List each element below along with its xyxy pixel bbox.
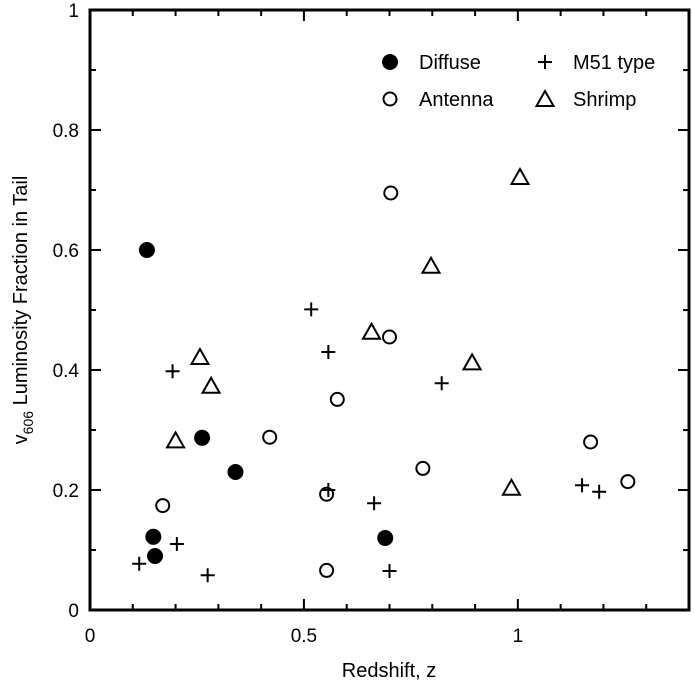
tick-labels: 0 0.5 1 0 0.2 0.4 0.6 0.8 1 [53, 1, 524, 647]
legend: Diffuse M51 type Antenna Shrimp [382, 52, 655, 111]
plus-point [592, 484, 607, 499]
legend-marker [382, 91, 398, 107]
open-triangle-point [189, 346, 211, 365]
plus-point [304, 302, 319, 317]
plus-point [169, 537, 184, 551]
open-triangle-point [501, 477, 522, 496]
filled-circle-point [377, 530, 394, 546]
y-tick-label: 0.6 [53, 241, 79, 262]
x-axis-label: Redshift, z [342, 660, 436, 682]
y-axis-label-sub: 606 [20, 411, 36, 435]
open-circle-point [620, 474, 636, 490]
open-circle-point [155, 498, 171, 514]
plus-point [434, 376, 449, 391]
open-circle-point [383, 185, 399, 201]
open-circle-point [262, 429, 278, 445]
open-triangle-point [461, 352, 483, 371]
legend-item: Shrimp [534, 88, 636, 111]
filled-circle-point [227, 464, 244, 480]
plus-point [321, 483, 336, 497]
x-tick-label: 0 [85, 626, 96, 647]
y-tick-label: 0.8 [53, 121, 79, 142]
legend-item: Antenna [382, 89, 494, 111]
open-circle-point [329, 391, 345, 407]
series-m51-type [132, 302, 607, 583]
open-triangle-point [509, 166, 531, 185]
y-tick-label: 1 [68, 1, 79, 22]
series-shrimp [165, 166, 531, 496]
legend-label: Diffuse [419, 52, 481, 74]
open-circle-point [382, 329, 397, 345]
filled-circle-point [145, 528, 162, 545]
plus-point [321, 345, 336, 359]
open-triangle-point [361, 321, 382, 340]
open-circle-point [319, 562, 335, 578]
legend-marker [382, 54, 398, 70]
legend-label: Shrimp [573, 89, 636, 111]
open-triangle-point [200, 375, 222, 394]
y-axis-label-rest: Luminosity Fraction in Tail [10, 176, 32, 411]
plus-point [575, 478, 590, 493]
plus-point [132, 556, 147, 571]
legend-marker [538, 55, 552, 69]
plus-point [165, 364, 180, 379]
open-circle-point [319, 486, 335, 502]
legend-label: Antenna [419, 89, 494, 111]
y-tick-label: 0.2 [53, 481, 79, 502]
legend-item: M51 type [538, 52, 655, 74]
x-tick-label: 0.5 [291, 626, 317, 647]
plot-frame [88, 8, 691, 612]
open-circle-point [583, 434, 599, 450]
filled-circle-point [147, 548, 164, 564]
open-circle-point [415, 460, 431, 476]
plus-point [367, 496, 382, 511]
x-tick-label: 1 [513, 626, 524, 647]
legend-item: Diffuse [382, 52, 481, 74]
filled-circle-point [138, 242, 155, 258]
series-antenna [155, 185, 636, 578]
y-axis-label-main: v [10, 434, 32, 444]
open-triangle-point [420, 255, 442, 274]
open-triangle-point [165, 430, 186, 449]
y-tick-label: 0 [68, 601, 79, 622]
filled-circle-point [194, 429, 211, 446]
y-tick-label: 0.4 [53, 361, 80, 382]
data-points [132, 166, 636, 583]
series-diffuse [138, 242, 394, 564]
legend-marker [534, 88, 556, 107]
legend-label: M51 type [573, 52, 655, 74]
y-axis-label: v606 Luminosity Fraction in Tail [10, 176, 36, 445]
plus-point [200, 568, 215, 583]
plus-point [382, 564, 397, 578]
